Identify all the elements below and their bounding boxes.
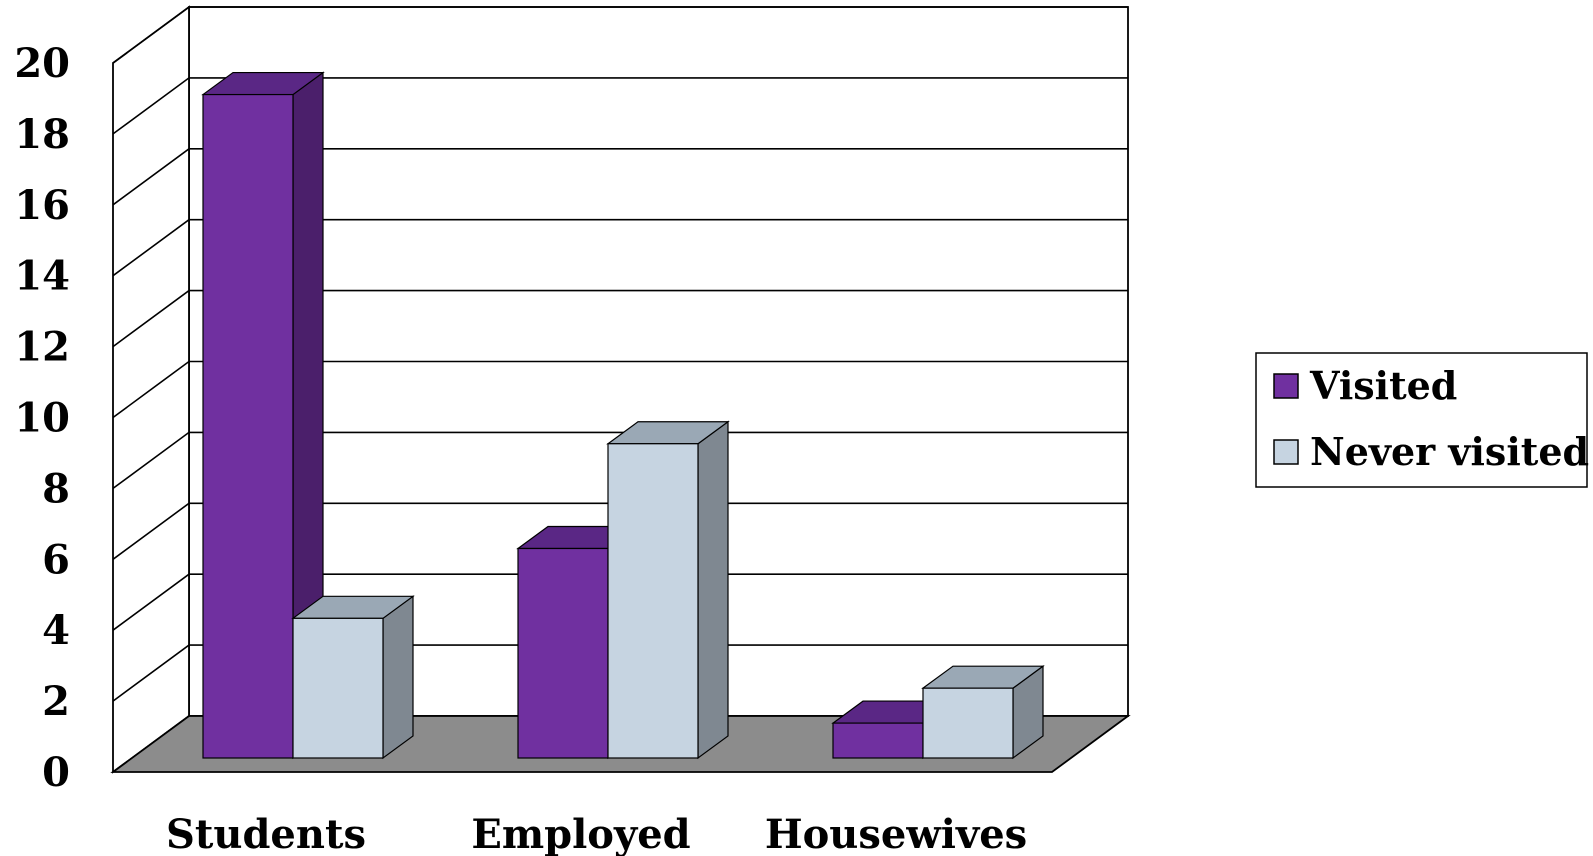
y-tick-label: 12 bbox=[14, 324, 70, 371]
gridline bbox=[112, 644, 1128, 702]
y-tick-label: 6 bbox=[42, 536, 70, 583]
bar-employed-never-visited bbox=[606, 420, 730, 760]
legend-label-never-visited: Never visited bbox=[1310, 429, 1589, 474]
gridline bbox=[112, 502, 1128, 560]
y-axis-ticks: 0 2 4 6 8 10 12 14 16 18 20 bbox=[14, 40, 70, 796]
gridline bbox=[112, 148, 1128, 206]
bar-front bbox=[922, 687, 1014, 759]
y-tick-label: 16 bbox=[14, 182, 70, 229]
legend-swatch-visited bbox=[1273, 373, 1299, 399]
y-tick-label: 14 bbox=[14, 253, 70, 300]
y-tick-label: 2 bbox=[42, 678, 70, 725]
gridline bbox=[112, 360, 1128, 419]
bar-front bbox=[832, 722, 924, 759]
x-category-label-housewives: Housewives bbox=[765, 811, 1027, 856]
gridline bbox=[112, 573, 1128, 631]
y-tick-label: 20 bbox=[14, 40, 70, 87]
gridline bbox=[112, 431, 1128, 490]
gridline bbox=[112, 218, 1128, 277]
bar-front bbox=[202, 93, 294, 759]
y-tick-label: 4 bbox=[42, 607, 70, 654]
y-tick-label: 10 bbox=[14, 395, 70, 442]
x-category-label-employed: Employed bbox=[471, 811, 690, 856]
bar-housewives-never-visited bbox=[921, 664, 1045, 760]
legend-swatch-never-visited bbox=[1273, 439, 1299, 465]
x-axis-categories: Students Employed Housewives bbox=[166, 811, 1027, 856]
gridline bbox=[112, 77, 1128, 135]
bars bbox=[201, 71, 1045, 760]
bar-students-never-visited bbox=[291, 595, 415, 760]
gridlines bbox=[112, 6, 1128, 773]
legend-label-visited: Visited bbox=[1309, 363, 1457, 408]
legend: Visited Never visited bbox=[1255, 352, 1589, 488]
y-tick-label: 0 bbox=[42, 749, 70, 796]
y-tick-label: 8 bbox=[42, 465, 70, 512]
bar-front bbox=[607, 443, 699, 759]
y-tick-label: 18 bbox=[14, 111, 70, 158]
x-category-label-students: Students bbox=[166, 811, 366, 856]
bar-front bbox=[292, 617, 384, 759]
gridline bbox=[112, 6, 1128, 64]
gridline bbox=[112, 289, 1128, 348]
legend-box bbox=[1255, 352, 1588, 488]
bar-front bbox=[517, 547, 609, 759]
bar-side bbox=[382, 595, 414, 760]
bar-side bbox=[697, 420, 729, 760]
